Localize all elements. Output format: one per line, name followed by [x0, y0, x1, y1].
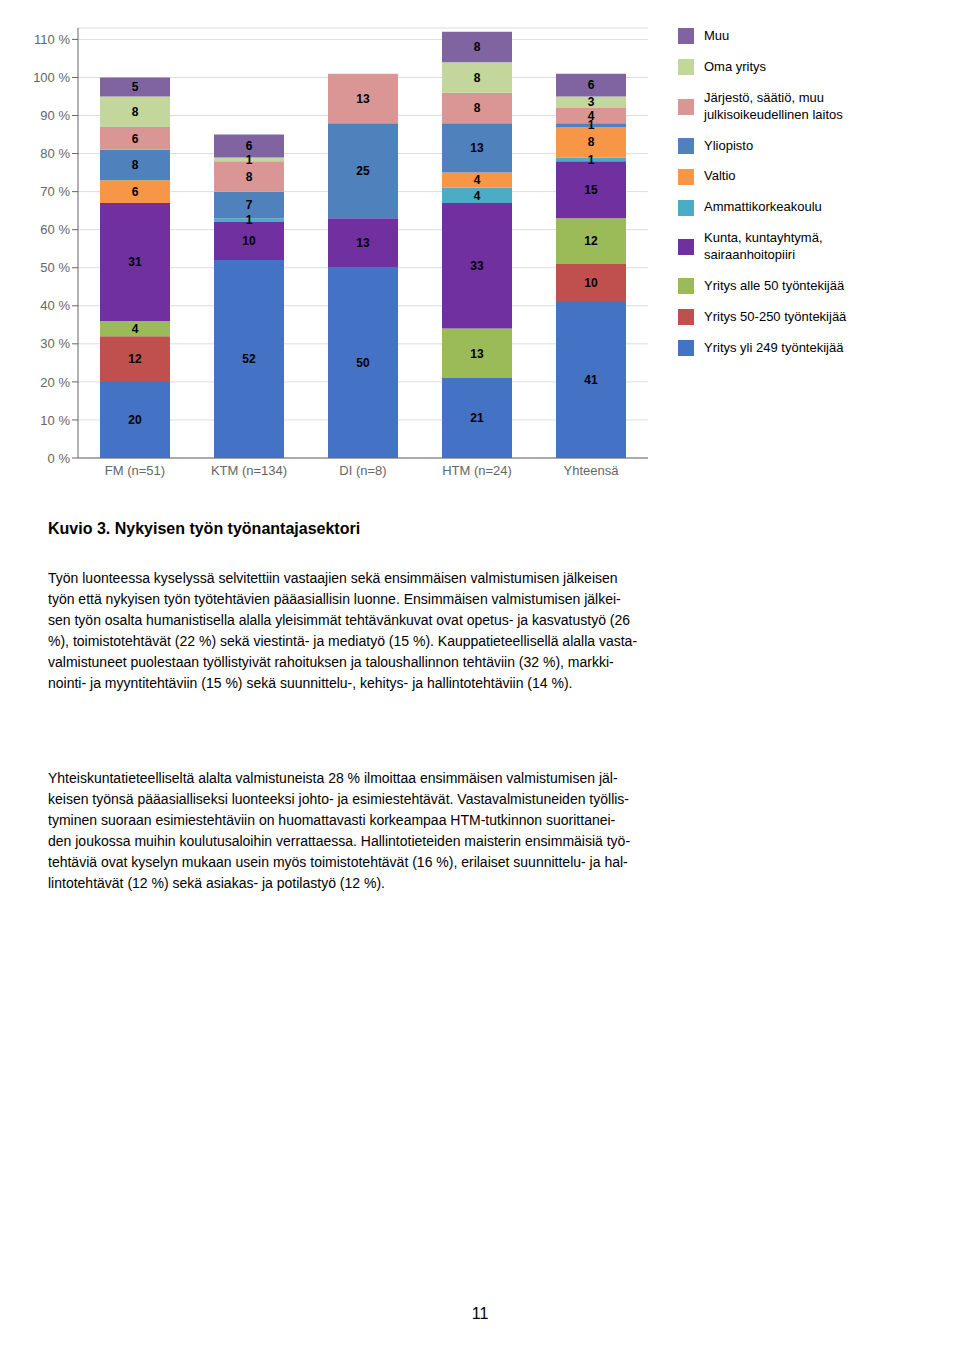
svg-text:110 %: 110 % — [34, 32, 70, 47]
svg-text:52: 52 — [242, 352, 256, 366]
svg-text:33: 33 — [470, 259, 484, 273]
html-text:Kunta, kuntayhtymä, sairaanhoi: Kunta, kuntayhtymä, sairaanhoitopiiri — [704, 230, 823, 263]
svg-text:60 %: 60 % — [40, 222, 70, 237]
svg-text:6: 6 — [246, 139, 253, 153]
svg-text:41: 41 — [584, 373, 598, 387]
svg-text:90 %: 90 % — [40, 108, 70, 123]
svg-text:10 %: 10 % — [40, 413, 70, 428]
svg-text:12: 12 — [128, 352, 142, 366]
html-text:Työn luonteessa kyselyssä selv: Työn luonteessa kyselyssä selvitettiin v… — [48, 570, 638, 691]
svg-text:20: 20 — [128, 413, 142, 427]
svg-text:25: 25 — [356, 164, 370, 178]
html-text:Ammattikorkeakoulu: Ammattikorkeakoulu — [704, 199, 822, 215]
svg-text:FM (n=51): FM (n=51) — [105, 463, 165, 478]
svg-text:4: 4 — [474, 173, 481, 187]
svg-text:8: 8 — [132, 105, 139, 119]
svg-text:8: 8 — [588, 135, 595, 149]
svg-text:1: 1 — [246, 213, 253, 227]
svg-text:7: 7 — [246, 198, 253, 212]
html-text:Yliopisto: Yliopisto — [704, 137, 754, 153]
svg-text:8: 8 — [246, 170, 253, 184]
svg-text:1: 1 — [587, 118, 595, 133]
svg-text:4: 4 — [588, 109, 595, 123]
svg-text:4: 4 — [132, 322, 139, 336]
svg-text:Yhteensä: Yhteensä — [564, 463, 620, 478]
svg-text:70 %: 70 % — [40, 184, 70, 199]
svg-text:12: 12 — [584, 234, 598, 248]
svg-text:40 %: 40 % — [40, 298, 70, 313]
svg-text:80 %: 80 % — [40, 146, 70, 161]
html-text:Yritys 50-250 työntekijää: Yritys 50-250 työntekijää — [704, 308, 847, 324]
svg-text:8: 8 — [474, 40, 481, 54]
html-text:Yritys yli 249 työntekijää: Yritys yli 249 työntekijää — [704, 339, 844, 355]
html-text:11: 11 — [471, 1305, 489, 1322]
svg-text:10: 10 — [584, 276, 598, 290]
svg-text:50 %: 50 % — [40, 260, 70, 275]
svg-text:30 %: 30 % — [40, 336, 70, 351]
svg-text:13: 13 — [470, 347, 484, 361]
svg-text:1: 1 — [588, 153, 595, 167]
svg-text:13: 13 — [470, 141, 484, 155]
svg-text:15: 15 — [584, 183, 598, 197]
svg-text:6: 6 — [588, 78, 595, 92]
svg-text:100 %: 100 % — [33, 70, 70, 85]
html-text:Oma yritys: Oma yritys — [704, 58, 767, 74]
svg-text:31: 31 — [128, 255, 142, 269]
svg-text:5: 5 — [132, 80, 139, 94]
svg-text:21: 21 — [470, 411, 484, 425]
svg-text:20 %: 20 % — [40, 375, 70, 390]
html-text:Yhteiskuntatieteelliseltä alal: Yhteiskuntatieteelliseltä alalta valmist… — [48, 770, 631, 891]
svg-text:10: 10 — [242, 234, 256, 248]
svg-text:3: 3 — [588, 95, 595, 109]
svg-text:1: 1 — [246, 153, 253, 167]
html-text:Valtio: Valtio — [704, 168, 736, 184]
svg-text:6: 6 — [132, 132, 139, 146]
svg-text:50: 50 — [356, 356, 370, 370]
svg-text:6: 6 — [132, 185, 139, 199]
svg-text:DI (n=8): DI (n=8) — [339, 463, 386, 478]
svg-text:HTM (n=24): HTM (n=24) — [442, 463, 512, 478]
svg-text:KTM (n=134): KTM (n=134) — [211, 463, 287, 478]
svg-text:8: 8 — [474, 71, 481, 85]
svg-text:4: 4 — [474, 189, 481, 203]
html-text:Yritys alle 50 työntekijää: Yritys alle 50 työntekijää — [704, 278, 845, 293]
svg-text:0 %: 0 % — [48, 451, 71, 466]
html-text:Muu: Muu — [704, 28, 730, 43]
svg-text:13: 13 — [356, 236, 370, 250]
html-text:Järjestö, säätiö, muu julkisoi: Järjestö, säätiö, muu julkisoikeudelline… — [704, 89, 843, 122]
svg-text:8: 8 — [474, 101, 481, 115]
svg-text:8: 8 — [132, 158, 139, 172]
html-text:Kuvio 3. Nykyisen työn työnant: Kuvio 3. Nykyisen työn työnantajasektori — [48, 520, 361, 537]
svg-text:13: 13 — [356, 92, 370, 106]
